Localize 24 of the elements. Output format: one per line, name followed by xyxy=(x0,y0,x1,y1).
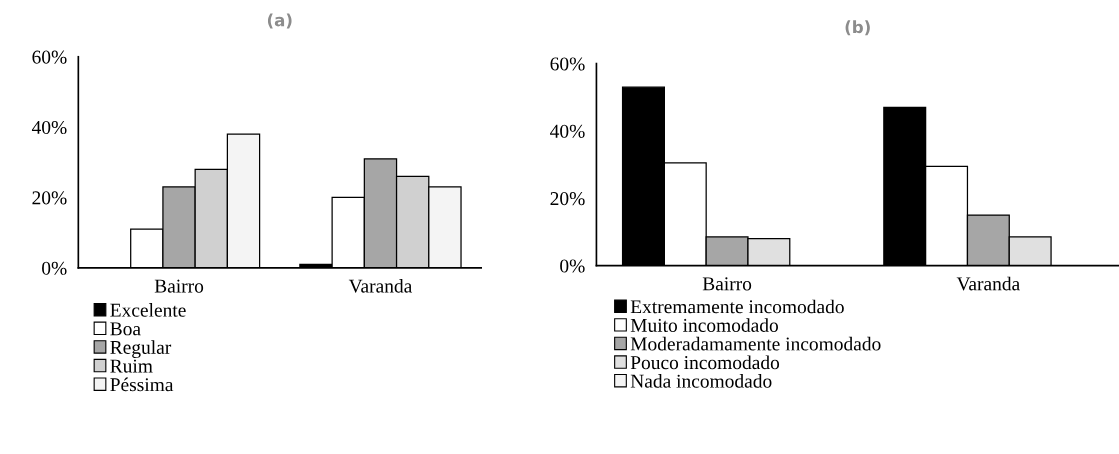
legend-label: Moderadamamente incomodado xyxy=(630,336,881,351)
y-tick-label: 0% xyxy=(560,259,585,273)
y-tick-label: 0% xyxy=(42,261,67,275)
chart-title: (b) xyxy=(845,20,870,36)
y-tick-label: 20% xyxy=(550,192,585,206)
legend-label: Péssima xyxy=(110,377,174,392)
legend-label: Ruim xyxy=(110,359,153,373)
legend-label: Boa xyxy=(110,322,141,336)
legend-label: Muito incomodado xyxy=(630,318,778,332)
legend-label: Excelente xyxy=(110,303,186,317)
chart-title: (a) xyxy=(267,13,292,29)
legend-label: Regular xyxy=(110,340,172,358)
y-tick-label: 60% xyxy=(32,50,67,64)
y-tick-label: 40% xyxy=(550,124,585,138)
y-tick-label: 40% xyxy=(31,120,67,135)
legend-label: Pouco incomodado xyxy=(630,355,780,370)
x-tick-label: Bairro xyxy=(154,279,204,293)
y-tick-label: 60% xyxy=(550,57,585,71)
legend-label: Extremamente incomodado xyxy=(630,299,844,314)
y-tick-label: 20% xyxy=(32,191,67,205)
x-tick-label: Varanda xyxy=(956,276,1020,291)
legend-label: Nada incomodado xyxy=(630,374,772,388)
x-tick-label: Varanda xyxy=(348,278,413,293)
x-tick-label: Bairro xyxy=(702,277,752,291)
